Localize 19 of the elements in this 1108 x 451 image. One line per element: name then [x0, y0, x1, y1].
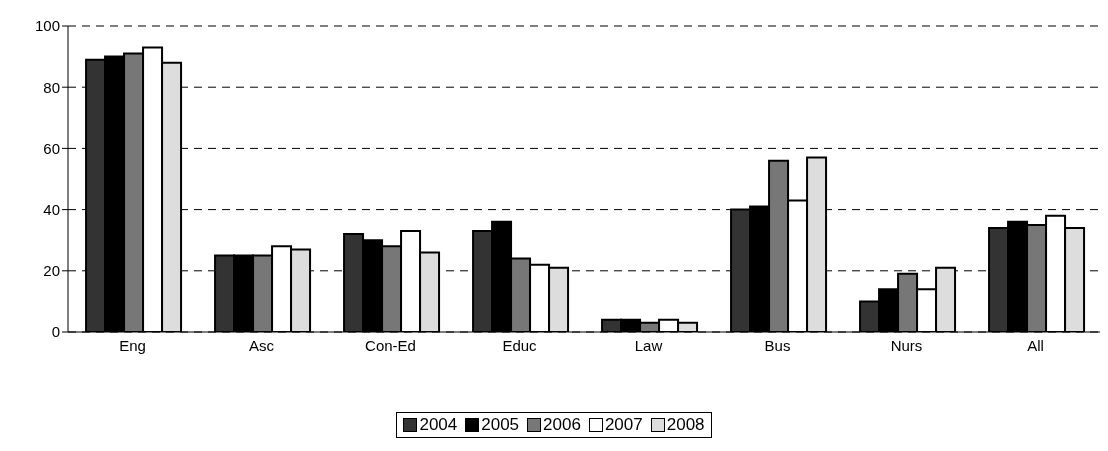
x-tick-label: All [1027, 336, 1044, 354]
x-tick-label: Con-Ed [365, 336, 416, 354]
legend-label: 2005 [481, 415, 520, 435]
y-tick-label: 40 [43, 200, 60, 218]
y-tick-label: 100 [34, 17, 60, 35]
y-tick-label: 20 [43, 262, 60, 280]
legend-label: 2007 [604, 415, 643, 435]
y-tick-label: 60 [43, 139, 60, 157]
x-tick-label: Educ [502, 336, 538, 354]
x-tick-label: Eng [119, 336, 146, 354]
y-tick-label: 80 [43, 78, 60, 96]
x-tick-label: Bus [764, 336, 791, 354]
x-tick-label: Asc [248, 336, 275, 354]
x-tick-label: Nurs [890, 336, 923, 354]
legend-label: 2008 [666, 415, 705, 435]
y-tick-label: 0 [51, 323, 60, 341]
legend-label: 2006 [543, 415, 581, 435]
legend-label: 2004 [419, 415, 458, 435]
x-tick-label: Law [634, 336, 663, 354]
